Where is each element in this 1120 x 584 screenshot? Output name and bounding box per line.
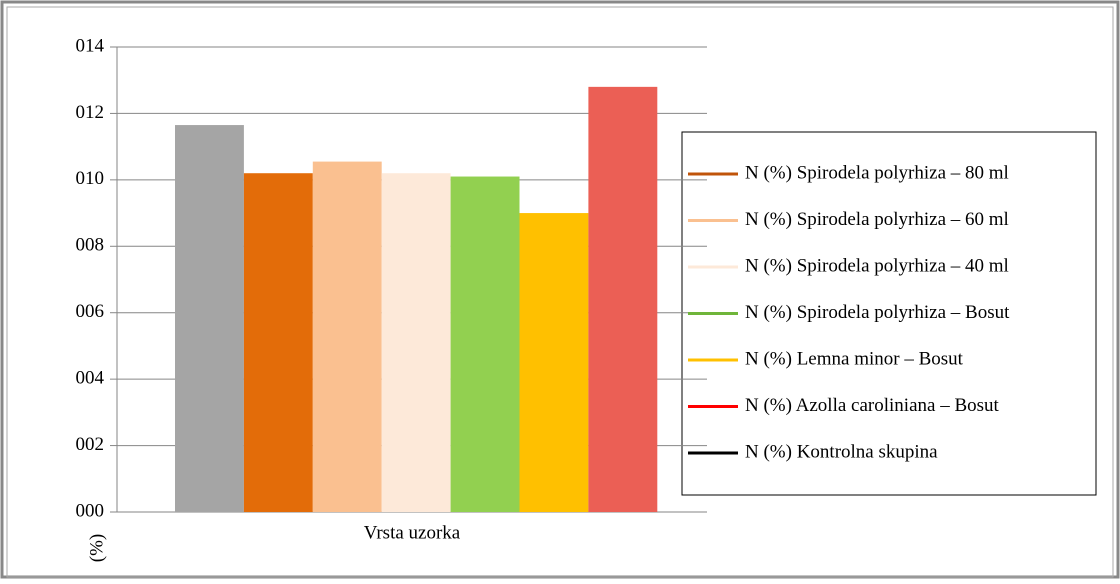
legend-label: N (%) Spirodela polyrhiza – 60 ml [745,209,1009,230]
y-tick-label: 010 [76,168,105,189]
legend-label: N (%) Kontrolna skupina [745,441,938,462]
bar [243,173,313,512]
legend-box [681,131,1097,496]
bar [588,86,658,512]
y-tick-label: 000 [76,500,105,521]
inner-frame [6,6,1114,578]
legend-label: N (%) Lemna minor – Bosut [745,348,964,369]
bar [312,161,382,512]
y-tick-label: 004 [76,368,105,389]
y-tick-label: 014 [76,35,105,56]
y-tick-label: 012 [76,102,105,123]
bar [175,125,244,512]
legend-label: N (%) Spirodela polyrhiza – Bosut [745,302,1010,323]
y-tick-label: 002 [76,434,105,455]
bar [381,173,451,512]
y-axis-label: (%) [86,534,107,562]
bar [519,213,589,513]
x-axis-label: Vrsta uzorka [364,522,461,543]
y-tick-label: 008 [76,235,105,256]
legend-label: N (%) Spirodela polyrhiza – 80 ml [745,162,1009,183]
legend-label: N (%) Spirodela polyrhiza – 40 ml [745,255,1009,276]
y-tick-label: 006 [76,301,105,322]
legend-label: N (%) Azolla caroliniana – Bosut [745,395,1000,416]
bar [450,176,520,513]
